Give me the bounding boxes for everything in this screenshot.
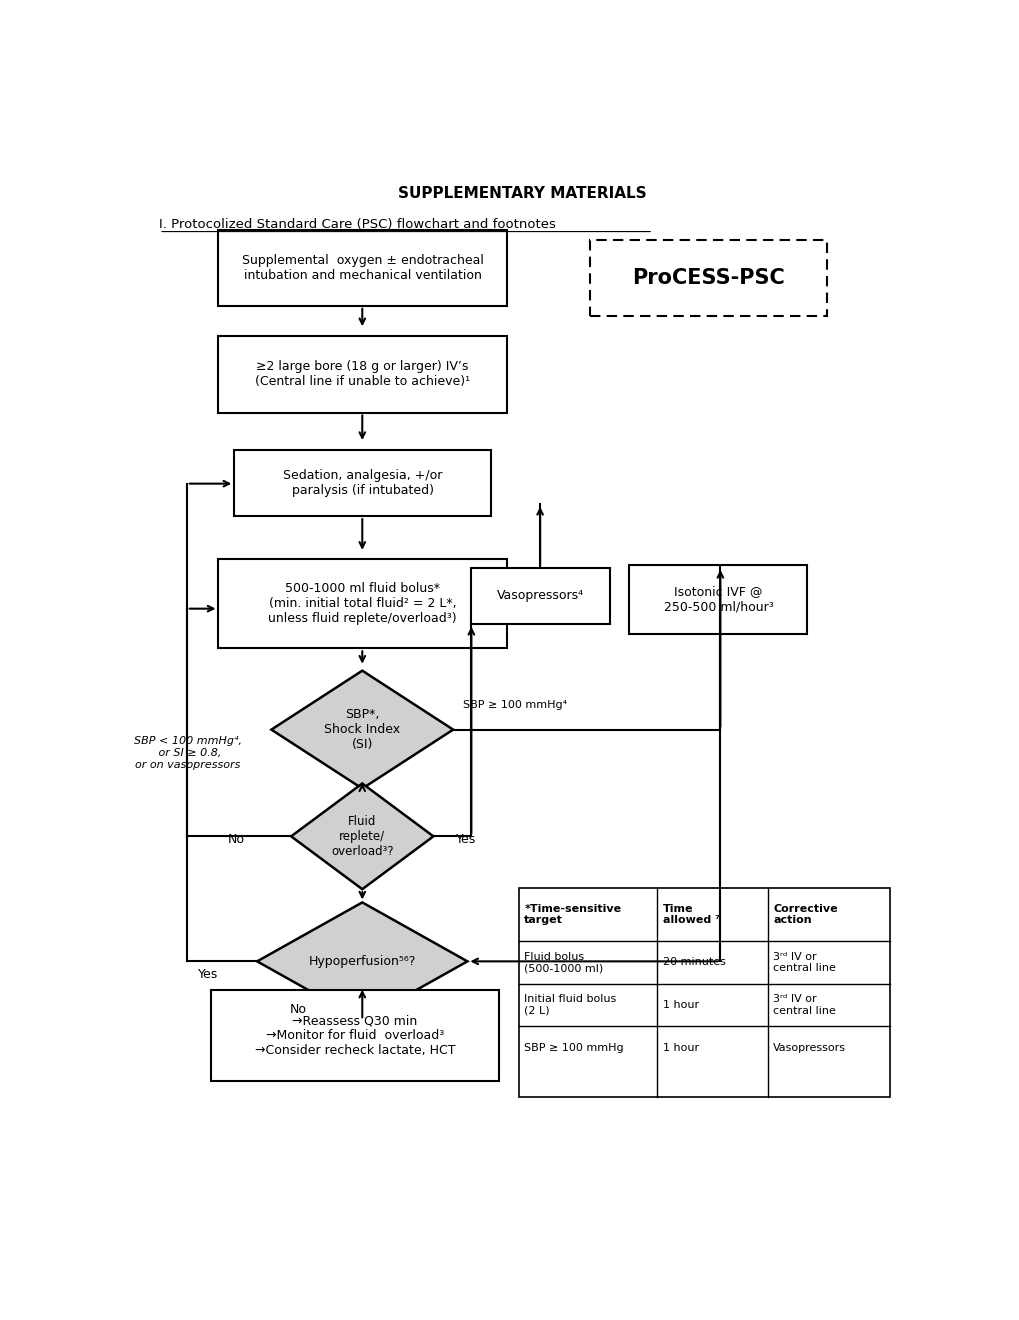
Text: →Reassess Q30 min
→Monitor for fluid  overload³
→Consider recheck lactate, HCT: →Reassess Q30 min →Monitor for fluid ove…: [255, 1014, 454, 1057]
FancyBboxPatch shape: [210, 990, 498, 1081]
Text: Corrective
action: Corrective action: [772, 904, 838, 925]
Text: SBP ≥ 100 mmHg: SBP ≥ 100 mmHg: [524, 1043, 624, 1053]
FancyBboxPatch shape: [589, 240, 826, 315]
Text: 1 hour: 1 hour: [662, 1043, 698, 1053]
Text: Hypoperfusion⁵⁶?: Hypoperfusion⁵⁶?: [309, 954, 416, 968]
Polygon shape: [290, 784, 433, 890]
Text: ProCESS-PSC: ProCESS-PSC: [632, 268, 785, 288]
Text: Sedation, analgesia, +/or
paralysis (if intubated): Sedation, analgesia, +/or paralysis (if …: [282, 469, 442, 498]
Text: No: No: [289, 1003, 307, 1015]
Text: Time
allowed ⁷: Time allowed ⁷: [662, 904, 719, 925]
Text: Fluid
replete/
overload³?: Fluid replete/ overload³?: [330, 814, 393, 858]
FancyBboxPatch shape: [218, 230, 506, 306]
Text: Vasopressors⁴: Vasopressors⁴: [496, 590, 584, 602]
Text: Yes: Yes: [455, 833, 475, 846]
Text: Yes: Yes: [198, 968, 218, 981]
Polygon shape: [271, 671, 452, 788]
Text: SBP < 100 mmHg⁴,
 or SI ≥ 0.8,
or on vasopressors: SBP < 100 mmHg⁴, or SI ≥ 0.8, or on vaso…: [133, 737, 242, 770]
Text: *Time-sensitive
target: *Time-sensitive target: [524, 904, 621, 925]
FancyBboxPatch shape: [519, 888, 890, 1097]
Text: 500-1000 ml fluid bolus*
(min. initial total fluid² = 2 L*,
unless fluid replete: 500-1000 ml fluid bolus* (min. initial t…: [268, 582, 457, 626]
Text: 3ʳᵈ IV or
central line: 3ʳᵈ IV or central line: [772, 994, 836, 1016]
Text: SUPPLEMENTARY MATERIALS: SUPPLEMENTARY MATERIALS: [398, 186, 646, 202]
Polygon shape: [257, 903, 467, 1020]
Text: 1 hour: 1 hour: [662, 1001, 698, 1010]
Text: No: No: [228, 833, 245, 846]
FancyBboxPatch shape: [234, 450, 491, 516]
Text: 3ʳᵈ IV or
central line: 3ʳᵈ IV or central line: [772, 952, 836, 973]
Text: 20 minutes: 20 minutes: [662, 957, 725, 968]
FancyBboxPatch shape: [218, 337, 506, 412]
Text: SBP*,
Shock Index
(SI): SBP*, Shock Index (SI): [324, 708, 399, 751]
FancyBboxPatch shape: [471, 568, 609, 624]
Text: Supplemental  oxygen ± endotracheal
intubation and mechanical ventilation: Supplemental oxygen ± endotracheal intub…: [242, 253, 483, 281]
Text: ≥2 large bore (18 g or larger) IV’s
(Central line if unable to achieve)¹: ≥2 large bore (18 g or larger) IV’s (Cen…: [255, 360, 470, 388]
Text: Initial fluid bolus
(2 L): Initial fluid bolus (2 L): [524, 994, 615, 1016]
Text: Isotonic IVF @
250-500 ml/hour³: Isotonic IVF @ 250-500 ml/hour³: [663, 586, 772, 614]
Text: I. Protocolized Standard Care (PSC) flowchart and footnotes: I. Protocolized Standard Care (PSC) flow…: [159, 218, 555, 231]
FancyBboxPatch shape: [629, 565, 807, 634]
Text: Vasopressors: Vasopressors: [772, 1043, 846, 1053]
FancyBboxPatch shape: [218, 558, 506, 648]
Text: Fluid bolus
(500-1000 ml): Fluid bolus (500-1000 ml): [524, 952, 603, 973]
Text: SBP ≥ 100 mmHg⁴: SBP ≥ 100 mmHg⁴: [463, 700, 567, 710]
